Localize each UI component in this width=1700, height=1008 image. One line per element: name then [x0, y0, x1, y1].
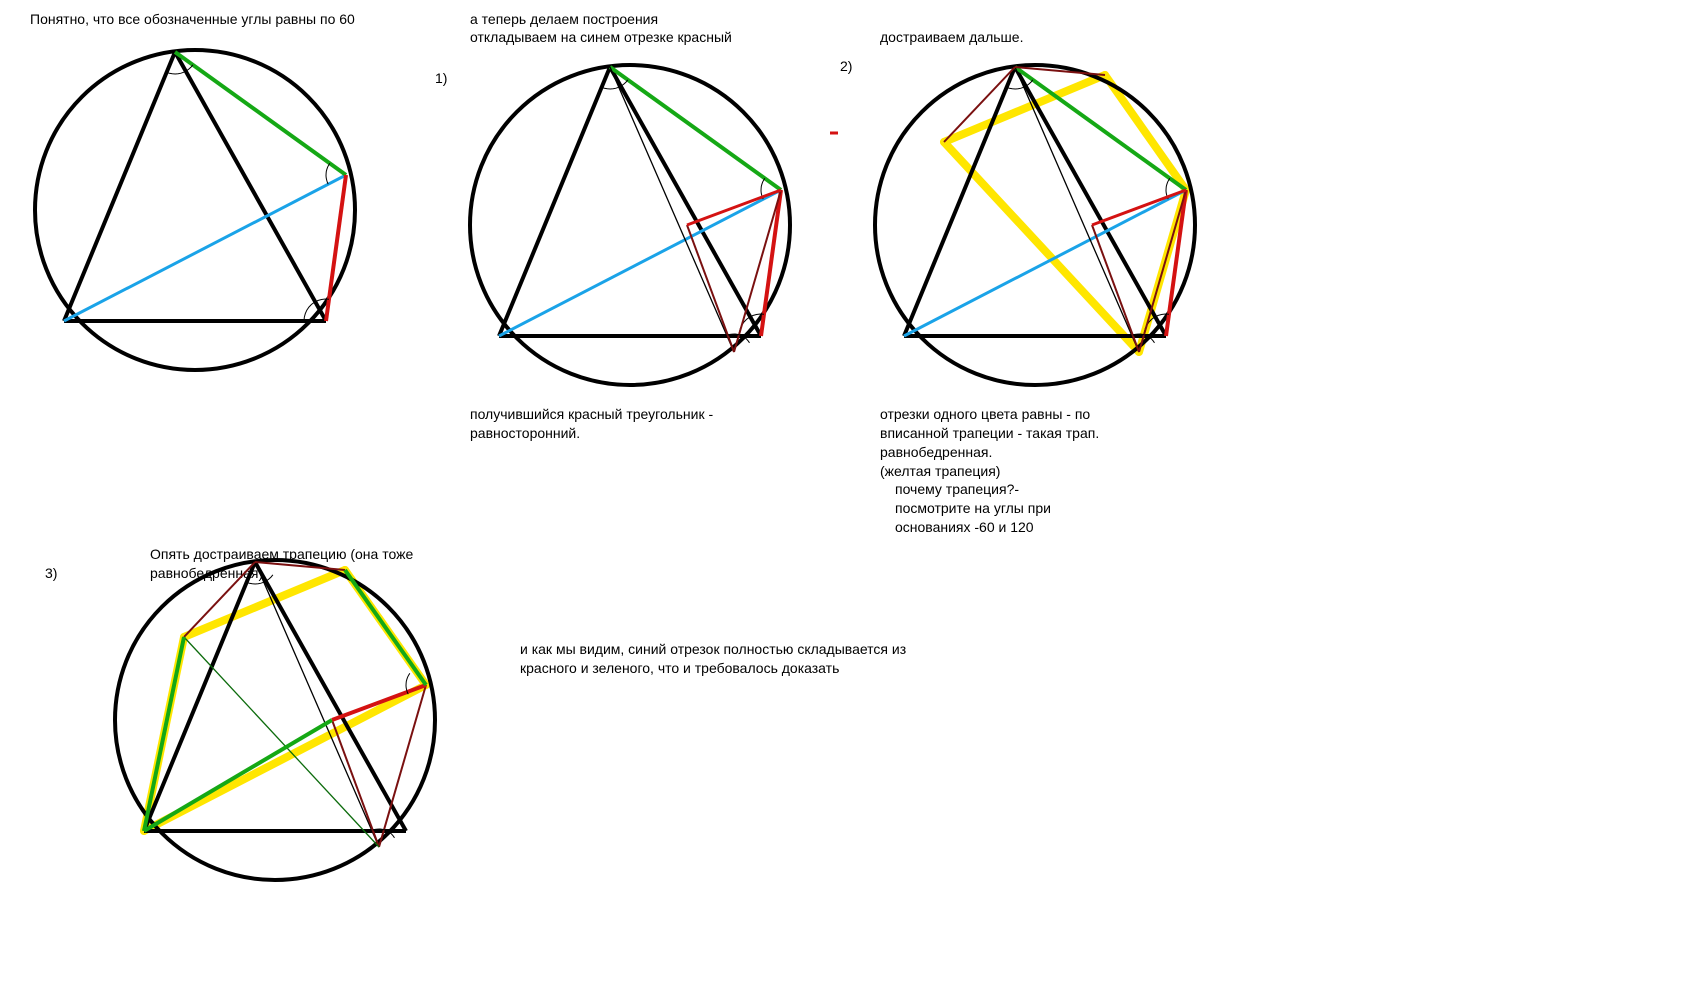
caption-2a: достраиваем дальше. — [880, 28, 1023, 47]
caption-1b: откладываем на синем отрезке красный — [470, 28, 732, 47]
caption-2c: почему трапеция?- посмотрите на углы при… — [895, 480, 1051, 537]
caption-1a: а теперь делаем построения — [470, 10, 658, 29]
label-3: 3) — [45, 565, 57, 581]
caption-0: Понятно, что все обозначенные углы равны… — [30, 10, 355, 29]
diagram-1 — [455, 50, 805, 400]
caption-2b: отрезки одного цвета равны - по вписанно… — [880, 405, 1099, 481]
label-2: 2) — [840, 58, 852, 74]
caption-1c: получившийся красный треугольник - равно… — [470, 405, 713, 443]
page: Понятно, что все обозначенные углы равны… — [0, 0, 1700, 1008]
diagram-3 — [100, 545, 450, 895]
diagram-2 — [860, 50, 1210, 400]
label-1: 1) — [435, 70, 447, 86]
caption-3b: и как мы видим, синий отрезок полностью … — [520, 640, 906, 678]
stray-mark — [830, 130, 840, 136]
diagram-0 — [20, 35, 370, 385]
